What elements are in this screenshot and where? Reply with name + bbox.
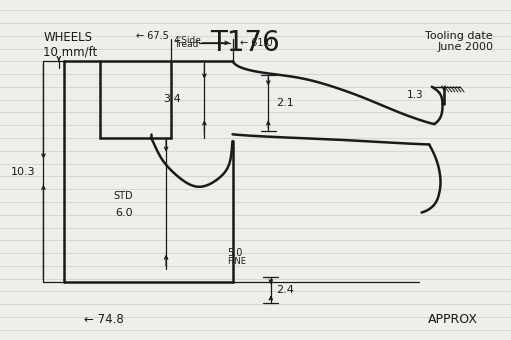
Text: 2.1: 2.1 [276, 98, 294, 108]
Text: APPROX: APPROX [428, 313, 478, 326]
Text: 10.3: 10.3 [11, 167, 36, 177]
Text: Tooling date
June 2000: Tooling date June 2000 [426, 31, 493, 52]
Text: ← 61.0: ← 61.0 [240, 38, 273, 48]
Text: T176: T176 [211, 29, 280, 57]
Text: 1.3: 1.3 [406, 90, 423, 100]
Text: 6.0: 6.0 [115, 208, 133, 218]
Text: 5.0: 5.0 [227, 248, 243, 258]
Text: 3.4: 3.4 [164, 95, 181, 104]
Text: 2.4: 2.4 [276, 285, 294, 295]
Text: Tread: Tread [174, 40, 198, 49]
Text: STD: STD [113, 191, 133, 201]
Text: WHEELS
10 mm/ft: WHEELS 10 mm/ft [43, 31, 98, 58]
Text: ← 67.5: ← 67.5 [136, 31, 169, 41]
Text: FINE: FINE [227, 257, 246, 266]
Text: ← 74.8: ← 74.8 [84, 313, 124, 326]
Text: 4'Side: 4'Side [174, 36, 202, 45]
